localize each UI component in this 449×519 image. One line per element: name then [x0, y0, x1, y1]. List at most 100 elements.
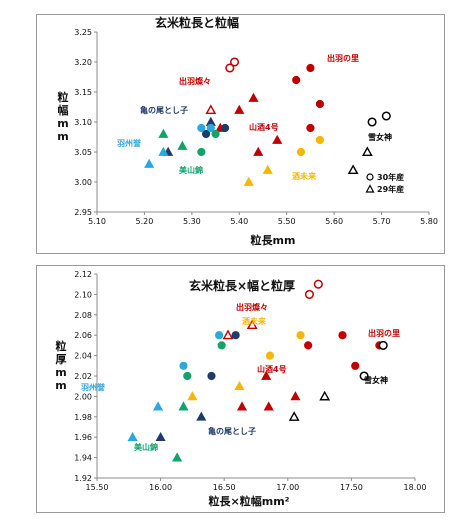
- data-point-miyamanishiki: [177, 140, 188, 150]
- x-tick-label: 5.80: [420, 217, 438, 226]
- y-tick-label: 1.98: [74, 413, 92, 422]
- x-tick-label: 5.10: [88, 217, 106, 226]
- y-tick-label: 3.25: [74, 28, 92, 37]
- data-point-dewa-no-sato: [338, 331, 347, 340]
- data-point-dewa-homare: [215, 331, 224, 340]
- y-tick-label: 3.00: [74, 178, 92, 187]
- data-point-kamenoo-toshiko: [155, 431, 166, 442]
- data-point-dewa-sansan: [304, 289, 314, 299]
- y-tick-label: 1.94: [74, 454, 92, 463]
- data-point-miyamanishiki: [197, 147, 206, 157]
- data-point-miyamanishiki: [183, 371, 192, 381]
- group-label-dewa-no-sato: 出羽の里: [327, 53, 359, 63]
- y-tick-label: 3.05: [74, 148, 92, 157]
- group-label-dewa-sansan: 出羽燦々: [179, 76, 211, 86]
- chart-title: 玄米粒長と粒幅: [155, 15, 239, 30]
- data-point-sakemirai: [234, 380, 245, 391]
- group-label-miyamanishiki: 美山錦: [134, 442, 158, 452]
- y-axis-label-char: 幅: [58, 103, 69, 117]
- x-tick-label: 5.60: [325, 217, 343, 226]
- legend-triangle-marker: [365, 184, 375, 193]
- y-tick-label: 2.08: [74, 311, 92, 320]
- y-tick-label: 3.10: [74, 118, 92, 127]
- data-point-dewa-no-sato: [248, 92, 259, 102]
- data-point-kamenoo-toshiko: [231, 331, 240, 340]
- data-point-yuki-megami: [381, 111, 391, 121]
- data-point-miyamanishiki: [178, 401, 189, 411]
- data-point-dewa-sansan: [222, 329, 234, 340]
- data-point-yuki-megami: [319, 390, 331, 401]
- data-point-dewa-sansan: [225, 63, 235, 73]
- x-tick-label: 5.50: [278, 217, 296, 226]
- data-point-sakemirai: [296, 147, 306, 157]
- y-axis-label-char: m: [57, 117, 68, 130]
- x-tick-label: 18.00: [404, 483, 427, 492]
- data-point-dewa-no-sato: [292, 75, 301, 85]
- data-point-sakemirai: [265, 351, 275, 360]
- data-point-sansan-homare: [272, 134, 283, 144]
- data-point-miyamanishiki: [217, 341, 226, 350]
- x-tick-label: 5.70: [373, 217, 391, 226]
- legend-label: 30年産: [377, 172, 404, 182]
- data-point-sakemirai: [315, 135, 325, 145]
- y-axis-label: 粒厚 m m: [55, 339, 66, 392]
- group-label-sakemirai: 酒未来: [292, 171, 317, 181]
- x-tick-label: 5.20: [136, 217, 154, 226]
- y-axis-label: 粒幅 m m: [57, 90, 68, 143]
- data-point-dewa-no-sato: [315, 99, 325, 109]
- data-point-yuki-megami: [359, 371, 369, 381]
- data-point-dewa-sansan: [205, 104, 217, 115]
- y-axis-label-char: m: [55, 366, 66, 379]
- data-point-kamenoo-toshiko: [201, 129, 211, 139]
- y-tick-label: 1.92: [74, 474, 92, 483]
- data-point-sakemirai: [262, 164, 273, 174]
- group-label-yuki-megami: 雪女神: [368, 132, 392, 142]
- y-tick-label: 2.02: [74, 372, 92, 381]
- data-point-dewa-homare: [206, 123, 215, 133]
- data-point-yuki-megami: [361, 146, 373, 157]
- chart-title: 玄米粒長×幅と粒厚: [189, 278, 295, 293]
- group-label-dewa-sansan: 出羽燦々: [236, 302, 268, 312]
- data-point-sansan-homare: [253, 146, 264, 156]
- data-point-dewa-no-sato: [263, 401, 274, 411]
- y-tick-label: 1.96: [74, 433, 92, 442]
- data-point-sakemirai: [243, 176, 254, 186]
- group-label-kamenoo-toshiko: 亀の尾とし子: [208, 426, 256, 436]
- data-point-dewa-sansan: [246, 319, 258, 330]
- group-label-yuki-megami: 雪女神: [364, 375, 388, 385]
- x-tick-label: 5.30: [183, 217, 201, 226]
- y-tick-label: 3.20: [74, 58, 92, 67]
- y-axis-label-char: m: [57, 130, 68, 143]
- data-point-sansan-homare: [304, 341, 313, 350]
- data-point-dewa-no-sato: [290, 391, 301, 401]
- data-point-dewa-sansan: [313, 279, 323, 289]
- x-tick-label: 15.50: [86, 483, 109, 492]
- group-label-dewa-no-sato: 出羽の里: [368, 328, 400, 338]
- group-label-sansan-homare: 山酒4号: [257, 364, 287, 374]
- chart-2-svg: 15.50 16.00 16.50 17.00 17.50 18.00 1.92 1.94 1.…: [55, 270, 427, 508]
- x-tick-label: 17.00: [276, 483, 299, 492]
- x-tick-label: 16.00: [149, 483, 172, 492]
- data-point-sakemirai: [187, 391, 198, 401]
- data-point-dewa-homare: [144, 158, 155, 168]
- x-axis-label: 粒長×粒幅mm²: [209, 494, 290, 508]
- group-label-dewa-homare: 羽州誉: [117, 138, 142, 148]
- y-axis-label-char: 厚: [56, 353, 67, 366]
- y-tick-label: 2.12: [74, 270, 92, 279]
- data-point-sansan-homare: [236, 401, 248, 411]
- x-tick-label: 17.50: [340, 483, 363, 492]
- group-label-sansan-homare: 山酒4号: [249, 122, 279, 132]
- y-tick-label: 2.04: [74, 352, 92, 361]
- data-point-sansan-homare: [261, 370, 272, 380]
- data-point-miyamanishiki: [158, 128, 169, 138]
- data-point-dewa-homare: [197, 123, 206, 133]
- data-point-dewa-no-sato: [306, 63, 315, 73]
- data-point-yuki-megami: [347, 164, 359, 175]
- x-tick-label: 5.40: [230, 217, 248, 226]
- y-axis-label-char: m: [55, 379, 66, 392]
- legend-circle-marker: [366, 173, 374, 181]
- chart-panel-grain-area-thickness: 15.50 16.00 16.50 17.00 17.50 18.00 1.92 1.94 1.…: [36, 265, 445, 513]
- data-point-sakemirai: [296, 331, 305, 340]
- y-axis-label-char: 粒: [58, 90, 69, 104]
- y-tick-label: 2.95: [74, 208, 92, 217]
